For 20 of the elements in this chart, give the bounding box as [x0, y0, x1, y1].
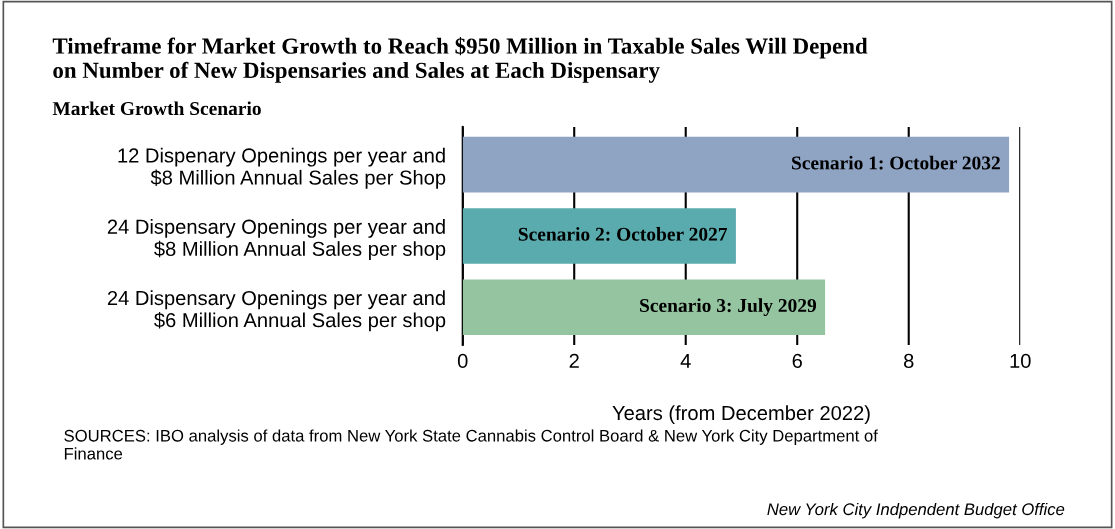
x-tick-label: 8	[904, 353, 914, 369]
text: New York City Indpendent Budget Office	[767, 502, 1065, 519]
y-tick-label: 24 Dispensary Openings per year and $8 Million Annual Sales per shop	[107, 219, 446, 260]
x-tick-label: 6	[792, 353, 802, 369]
bar	[462, 279, 826, 335]
bar	[462, 136, 1010, 193]
x-tick-label: 2	[569, 353, 579, 368]
x-tick-label: 0	[457, 353, 468, 369]
data-label: Scenario 1: October 2032	[792, 155, 1000, 170]
data-label: Scenario 2: October 2027	[518, 227, 728, 241]
data-label: Scenario 3: July 2029	[640, 298, 817, 317]
y-tick-label: 12 Dispenary Openings per year and $8 Million Annual Sales per Shop	[118, 147, 446, 189]
y-tick-label: 24 Dispensary Openings per year and $6 Million Annual Sales per shop	[107, 290, 446, 332]
x-tick-label: 10	[1010, 353, 1031, 369]
source-note: SOURCES: IBO analysis of data from New York State Cannabis Control Board & New York City Department of Finance	[64, 429, 878, 460]
x-axis-title: Years (from December 2022)	[612, 405, 870, 425]
bar	[462, 208, 736, 264]
y-axis-title: Market Growth Scenario	[52, 101, 261, 116]
chart-title: Timeframe for Market Growth to Reach $950 Million in Taxable Sales Will Depend on Number of New Dispensaries and Sales at Each Dispensary	[52, 37, 868, 83]
x-tick-label: 4	[680, 353, 691, 368]
